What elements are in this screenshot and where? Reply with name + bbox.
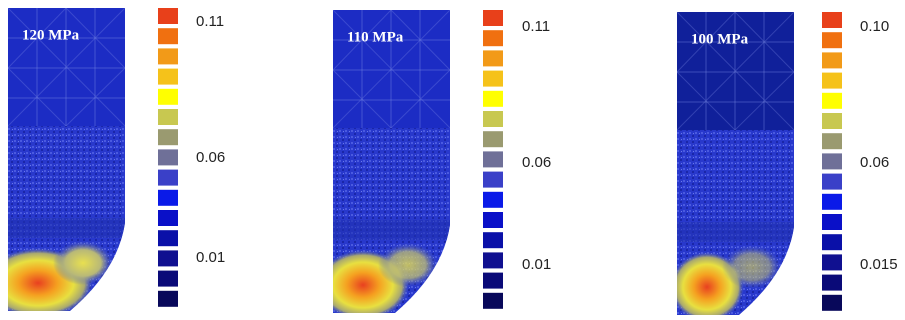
colorbar-swatch <box>822 254 842 271</box>
mesh-line <box>8 8 125 127</box>
colorbar-swatch <box>158 48 178 65</box>
colorbar-swatch <box>822 52 842 69</box>
colorbar-swatch <box>158 28 178 45</box>
colorbar-swatch <box>158 109 178 125</box>
colorbar-swatch <box>483 70 503 87</box>
contour-plot <box>333 10 450 313</box>
mesh-line <box>677 12 794 131</box>
band <box>8 218 125 238</box>
contour-plot <box>677 12 794 315</box>
mesh-line <box>333 10 450 129</box>
colorbar-swatch <box>483 191 503 208</box>
panel-label: 120 MPa <box>22 27 80 43</box>
colorbar-swatch <box>822 133 842 150</box>
colorbar-swatch <box>158 129 178 146</box>
contour-plot <box>8 8 125 311</box>
colorbar-swatch <box>158 230 178 247</box>
colorbar-swatch <box>822 294 842 311</box>
colorbar-swatch <box>158 250 178 267</box>
colorbar-swatch <box>483 272 503 289</box>
warm-spot <box>722 245 782 289</box>
colorbar-swatch <box>483 50 503 67</box>
colorbar-swatch <box>483 30 503 47</box>
colorbar-swatch <box>483 292 503 309</box>
colorbar-swatch <box>483 151 503 168</box>
panel: 120 MPa <box>8 8 125 311</box>
panel-label: 100 MPa <box>691 31 749 47</box>
colorbar-swatch <box>822 113 842 129</box>
colorbar-label: 0.11 <box>522 18 550 35</box>
colorbar-swatch <box>822 173 842 190</box>
colorbar-swatch <box>158 88 178 105</box>
warm-spot <box>378 243 438 287</box>
colorbar-swatch <box>483 111 503 127</box>
colorbar-swatch <box>822 214 842 230</box>
colorbar-label: 0.01 <box>196 249 225 266</box>
colorbar-swatch <box>822 153 842 170</box>
colorbar-label: 0.06 <box>522 154 551 171</box>
colorbar-swatch <box>483 171 503 188</box>
upper-region <box>677 12 794 130</box>
colorbar-swatch <box>483 131 503 148</box>
colorbar <box>158 8 178 307</box>
panel-label: 110 MPa <box>347 29 404 45</box>
colorbar-swatch <box>158 8 178 24</box>
colorbar-label: 0.01 <box>522 256 551 273</box>
colorbar-swatch <box>158 270 178 287</box>
warm-spot <box>53 241 113 285</box>
colorbar-swatch <box>822 32 842 49</box>
colorbar-swatch <box>158 169 178 186</box>
upper-region <box>333 10 450 128</box>
band <box>333 220 450 240</box>
colorbar-swatch <box>822 12 842 28</box>
colorbar-swatch <box>822 274 842 291</box>
panel: 110 MPa <box>333 10 450 313</box>
colorbar-swatch <box>158 68 178 85</box>
colorbar <box>483 10 503 309</box>
colorbar-swatch <box>158 189 178 206</box>
colorbar-label: 0.06 <box>860 154 889 171</box>
colorbar-swatch <box>158 149 178 166</box>
colorbar-swatch <box>158 210 178 226</box>
colorbar-swatch <box>483 10 503 26</box>
colorbar-swatch <box>483 252 503 269</box>
colorbar-swatch <box>158 290 178 307</box>
colorbar-swatch <box>822 234 842 251</box>
colorbar-swatch <box>822 92 842 109</box>
colorbar-label: 0.10 <box>860 18 889 35</box>
colorbar-swatch <box>822 72 842 89</box>
panel: 100 MPa <box>677 12 794 315</box>
colorbar-label: 0.06 <box>196 149 225 166</box>
colorbar-label: 0.015 <box>860 256 898 273</box>
colorbar-swatch <box>822 193 842 210</box>
colorbar-swatch <box>483 232 503 249</box>
colorbar-label: 0.11 <box>196 13 224 30</box>
colorbar <box>822 12 842 311</box>
upper-region <box>8 8 125 126</box>
colorbar-swatch <box>483 212 503 228</box>
colorbar-swatch <box>483 90 503 107</box>
band <box>677 222 794 242</box>
